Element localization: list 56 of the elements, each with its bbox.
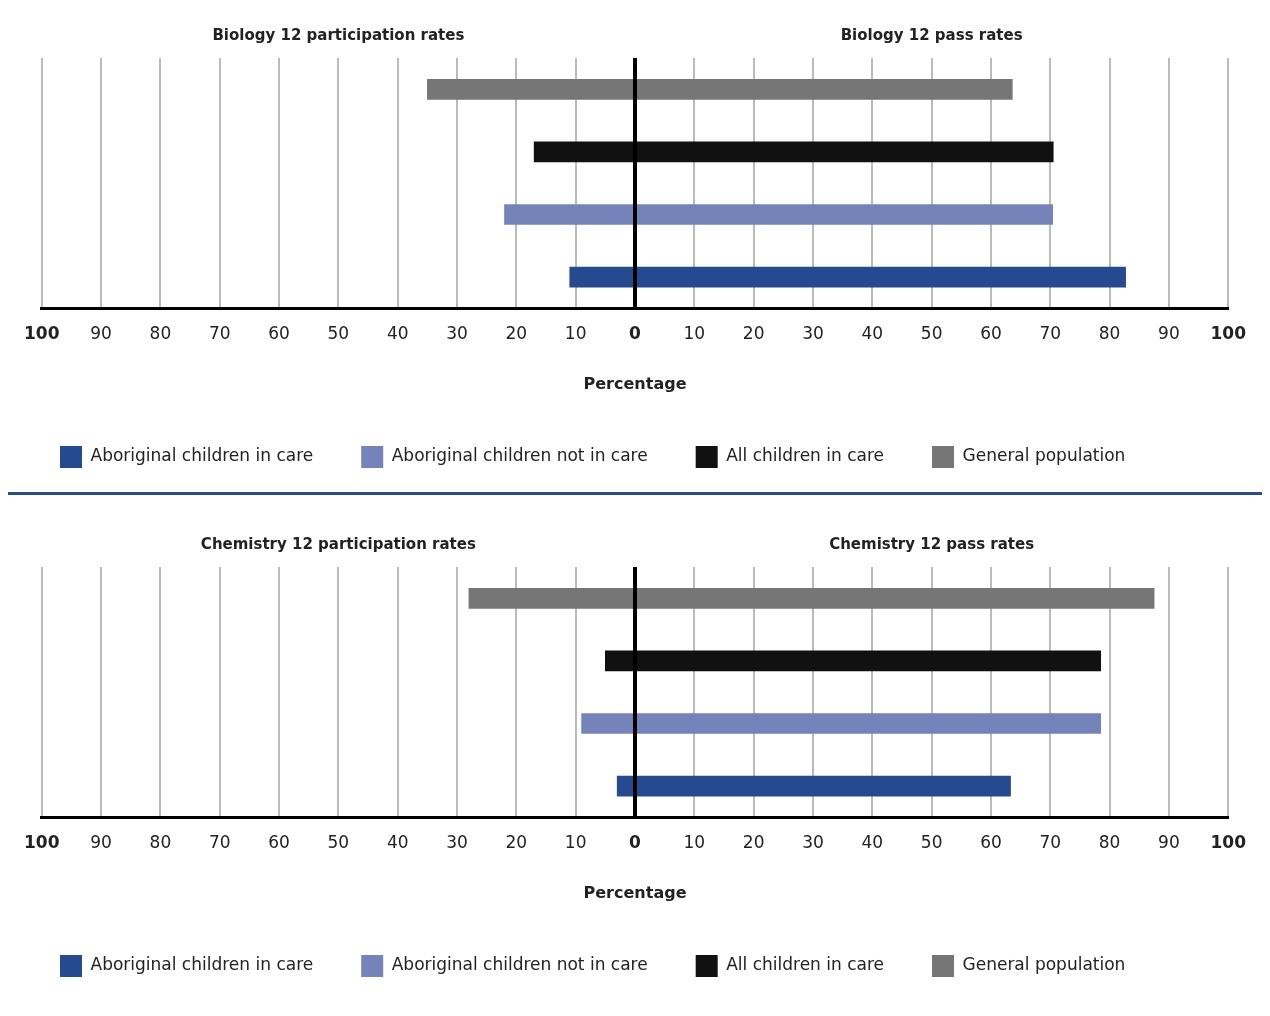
- legend-label: General population: [962, 445, 1126, 466]
- x-tick-label: 70: [1039, 323, 1062, 344]
- legend-label: Aboriginal children in care: [90, 445, 314, 466]
- x-tick-label: 90: [90, 832, 112, 853]
- x-tick-label: 100: [23, 323, 60, 344]
- x-tick-label: 70: [208, 323, 231, 344]
- x-tick-label: 40: [861, 323, 884, 344]
- x-tick-label: 70: [208, 832, 231, 853]
- x-tick-label: 80: [149, 832, 172, 853]
- x-tick-label: 50: [920, 832, 943, 853]
- x-tick-label: 30: [446, 832, 468, 853]
- x-tick-label: 90: [90, 323, 112, 344]
- x-tick-label: 50: [327, 323, 350, 344]
- legend-label: Aboriginal children in care: [90, 954, 314, 975]
- legend-label: All children in care: [726, 445, 885, 466]
- x-tick-label: 30: [802, 832, 824, 853]
- x-tick-label: 40: [386, 832, 409, 853]
- text: Biology 12 participation rates: [212, 25, 465, 44]
- legend-label: All children in care: [726, 954, 885, 975]
- legend-label: Aboriginal children not in care: [391, 445, 648, 466]
- x-tick-label: 20: [505, 323, 528, 344]
- x-tick-label: 90: [1158, 832, 1180, 853]
- x-tick-label: 80: [1098, 323, 1121, 344]
- x-tick-label: 30: [446, 323, 468, 344]
- x-tick-label: 50: [920, 323, 943, 344]
- x-tick-label: 0: [629, 323, 642, 344]
- x-tick-label: 70: [1039, 832, 1062, 853]
- x-tick-label: 80: [1098, 832, 1121, 853]
- x-tick-label: 20: [505, 832, 528, 853]
- x-tick-label: 60: [268, 832, 290, 853]
- text: Chemistry 12 pass rates: [829, 534, 1035, 553]
- x-axis-title: Percentage: [583, 882, 687, 902]
- x-tick-label: 60: [268, 323, 290, 344]
- x-tick-label: 30: [802, 323, 824, 344]
- x-tick-label: 40: [386, 323, 409, 344]
- x-tick-label: 40: [861, 832, 884, 853]
- x-tick-label: 80: [149, 323, 172, 344]
- text: Biology 12 pass rates: [840, 25, 1023, 44]
- x-tick-label: 100: [1210, 323, 1247, 344]
- x-tick-label: 60: [980, 323, 1002, 344]
- x-tick-label: 50: [327, 832, 350, 853]
- x-tick-label: 10: [564, 832, 587, 853]
- x-tick-label: 20: [742, 832, 765, 853]
- legend-label: General population: [962, 954, 1126, 975]
- x-tick-label: 100: [23, 832, 60, 853]
- x-tick-label: 60: [980, 832, 1002, 853]
- x-tick-label: 0: [629, 832, 642, 853]
- x-tick-label: 90: [1158, 323, 1180, 344]
- x-tick-label: 100: [1210, 832, 1247, 853]
- x-tick-label: 20: [742, 323, 765, 344]
- x-tick-label: 10: [683, 832, 706, 853]
- x-tick-label: 10: [564, 323, 587, 344]
- x-axis-title: Percentage: [583, 373, 687, 393]
- text: Chemistry 12 participation rates: [200, 534, 476, 553]
- x-tick-label: 10: [683, 323, 706, 344]
- legend-label: Aboriginal children not in care: [391, 954, 648, 975]
